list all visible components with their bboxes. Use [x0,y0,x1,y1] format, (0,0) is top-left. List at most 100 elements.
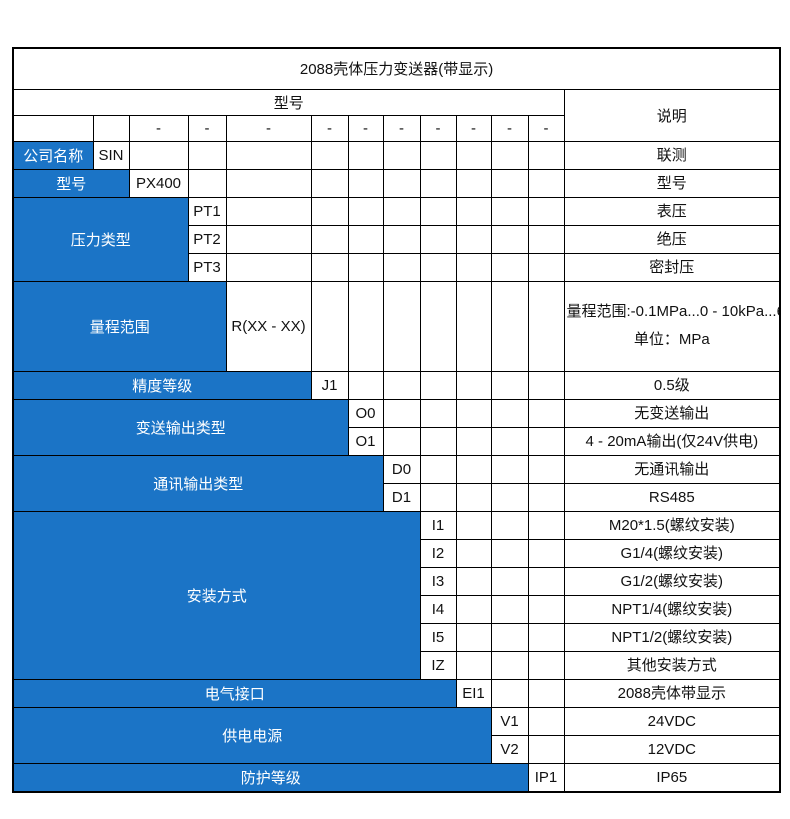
section-label: 变送输出类型 [12,398,349,456]
empty-cell [419,224,457,254]
table-row: 公司名称 SIN 联测 [12,140,781,170]
empty-cell [455,482,492,512]
code-cell: EI1 [455,678,492,708]
desc-line: NPT1/4(螺纹安装) [611,600,733,618]
desc-cell: RS485 [563,482,781,512]
model-header: 型号 [12,88,565,116]
empty-cell [347,370,384,400]
empty-cell [382,168,421,198]
desc-line: G1/2(螺纹安装) [620,572,724,590]
desc-cell: NPT1/4(螺纹安装) [563,594,781,624]
section-label: 精度等级 [12,370,312,400]
empty-cell [490,678,529,708]
empty-cell [419,252,457,282]
empty-cell [419,426,457,456]
empty-cell [419,482,457,512]
code-cell: IP1 [527,762,565,792]
empty-cell [419,140,457,170]
code-cell: I4 [419,594,457,624]
code-cell: V1 [490,706,529,736]
empty-cell [490,622,529,652]
code-cell: J1 [310,370,349,400]
empty-cell [455,566,492,596]
empty-cell [187,140,227,170]
section-label: 量程范围 [12,280,227,372]
desc-line: M20*1.5(螺纹安装) [608,516,735,534]
empty-cell [455,594,492,624]
empty-cell [225,140,312,170]
empty-cell [527,398,565,428]
empty-cell [128,140,189,170]
code-cell: PT1 [187,196,227,226]
empty-cell [527,538,565,568]
dash-row: ---------- [12,114,780,142]
desc-line: 密封压 [649,258,695,276]
desc-cell: NPT1/2(螺纹安装) [563,622,781,652]
code-cell: I5 [419,622,457,652]
empty-cell [527,594,565,624]
empty-cell [225,252,312,282]
desc-line: 量程范围:-0.1MPa...0 - 10kPa...60MPa [566,303,780,320]
empty-cell [527,622,565,652]
section-label: 型号 [12,168,130,198]
dash-cell: - [455,114,492,142]
dash-cell: - [419,114,457,142]
desc-line: 0.5级 [653,376,690,394]
empty-cell [490,224,529,254]
desc-line: 12VDC [647,740,696,758]
section-label: 电气接口 [12,678,457,708]
desc-cell: 12VDC [563,734,781,764]
code-cell: O1 [347,426,384,456]
dash-cell: - [490,114,529,142]
empty-cell [225,196,312,226]
empty-cell [310,168,349,198]
empty-cell [310,196,349,226]
empty-cell [310,140,349,170]
empty-cell [455,224,492,254]
empty-cell [225,224,312,254]
empty-cell [527,252,565,282]
desc-cell: 无变送输出 [563,398,781,428]
table-body: 公司名称 SIN 联测 型号 PX400 型号 压力类型 PT1 表压 PT2 绝压 PT3 密封压 量程… [12,140,781,792]
empty-cell [527,454,565,484]
desc-cell: M20*1.5(螺纹安装) [563,510,781,540]
empty-cell [490,594,529,624]
empty-cell [527,196,565,226]
empty-cell [419,196,457,226]
desc-cell: 表压 [563,196,781,226]
dash-cell: - [310,114,349,142]
section-label: 压力类型 [12,196,189,282]
dash-cell: - [382,114,421,142]
dash-cell: - [225,114,312,142]
table-row: 型号 PX400 型号 [12,168,781,198]
empty-cell [419,454,457,484]
empty-cell [490,566,529,596]
empty-cell [347,252,384,282]
empty-cell [490,280,529,372]
empty-cell [455,252,492,282]
desc-line: 单位：MPa [633,331,710,348]
empty-cell [527,140,565,170]
empty-cell [490,370,529,400]
empty-cell [382,280,421,372]
desc-cell: 无通讯输出 [563,454,781,484]
empty-cell [490,168,529,198]
desc-cell: G1/4(螺纹安装) [563,538,781,568]
empty-cell [382,140,421,170]
empty-cell [347,140,384,170]
table-row: 精度等级 J1 0.5级 [12,370,781,400]
desc-line: 绝压 [656,230,687,248]
empty-cell [382,196,421,226]
code-cell: V2 [490,734,529,764]
table-row: V2 12VDC [13,734,781,764]
code-cell: IZ [419,650,457,680]
table-row: 变送输出类型 O0 无变送输出 [12,398,781,456]
desc-line: 4 - 20mA输出(仅24V供电) [585,432,759,450]
desc-cell: 4 - 20mA输出(仅24V供电) [563,426,781,456]
empty-cell [310,280,349,372]
empty-cell [347,280,384,372]
empty-cell [527,224,565,254]
empty-cell [527,280,565,372]
table-row: 安装方式 I1 M20*1.5(螺纹安装) [12,510,781,680]
empty-cell [455,622,492,652]
